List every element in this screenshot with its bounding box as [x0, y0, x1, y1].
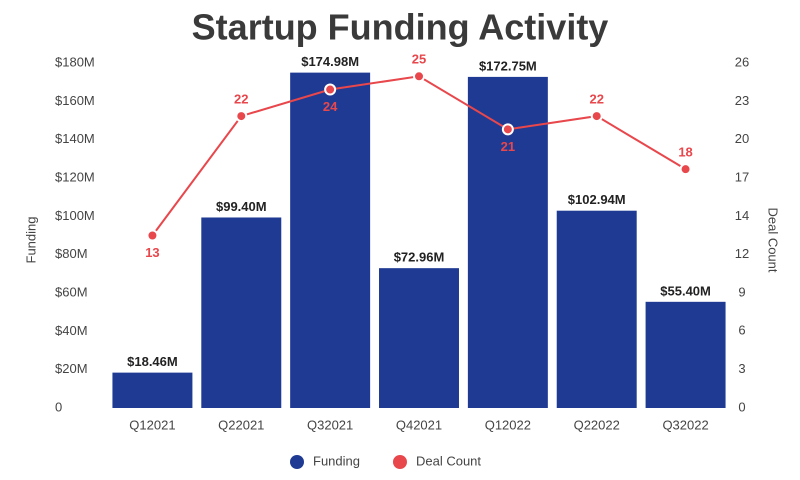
y-axis-title: Funding [23, 217, 38, 264]
y2-tick-label: 23 [735, 93, 749, 108]
y-tick-label: $160M [55, 93, 95, 108]
line-marker [590, 110, 603, 123]
y2-tick-label: 20 [735, 131, 749, 146]
bar-value-label: $172.75M [479, 58, 537, 73]
y2-axis-title: Deal Count [766, 207, 781, 272]
x-tick-label: Q12021 [129, 417, 175, 432]
legend-swatch [290, 455, 304, 469]
line-value-label: 22 [234, 92, 248, 107]
y-tick-label: $140M [55, 131, 95, 146]
x-tick-label: Q22022 [574, 417, 620, 432]
y2-tick-label: 3 [738, 361, 745, 376]
y-tick-label: $60M [55, 284, 88, 299]
line-marker [413, 70, 425, 83]
line-marker [324, 83, 337, 96]
bar [290, 72, 371, 408]
bar [645, 301, 726, 408]
x-tick-label: Q22021 [218, 417, 264, 432]
y2-tick-label: 17 [735, 169, 749, 184]
line-marker [146, 229, 159, 242]
bar [201, 217, 282, 408]
y-tick-label: 0 [55, 399, 62, 414]
bar [112, 372, 193, 408]
y-tick-label: $100M [55, 208, 95, 223]
bar-value-label: $18.46M [127, 354, 178, 369]
legend-swatch [392, 455, 407, 469]
bar-value-label: $174.98M [301, 54, 359, 69]
y2-tick-label: 14 [735, 208, 749, 223]
line-value-label: 21 [501, 139, 515, 154]
y-tick-label: $80M [55, 246, 88, 261]
line-marker [679, 163, 692, 176]
chart-title: Startup Funding Activity [192, 7, 609, 48]
y-tick-label: $120M [55, 169, 95, 184]
legend-label: Funding [313, 453, 360, 468]
y2-tick-label: 9 [738, 284, 745, 299]
x-tick-label: Q42021 [396, 417, 442, 432]
line-value-label: 13 [145, 245, 159, 260]
bar-value-label: $72.96M [394, 250, 445, 265]
line-value-label: 25 [412, 52, 426, 67]
bar-value-label: $55.40M [660, 283, 711, 298]
x-tick-label: Q12022 [485, 417, 531, 432]
bar-value-label: $99.40M [216, 199, 267, 214]
y2-tick-label: 0 [738, 399, 745, 414]
line-value-label: 18 [678, 145, 692, 160]
x-tick-label: Q32022 [662, 417, 708, 432]
line-value-label: 24 [323, 99, 338, 114]
y-tick-label: $20M [55, 361, 88, 376]
line-value-label: 22 [589, 92, 603, 107]
y2-tick-label: 12 [735, 246, 749, 261]
line-marker [501, 123, 514, 136]
y-tick-label: $180M [55, 54, 95, 69]
y2-tick-label: 6 [738, 323, 745, 338]
x-tick-label: Q32021 [307, 417, 353, 432]
line-marker [235, 110, 248, 123]
y2-tick-label: 26 [735, 54, 749, 69]
bar-value-label: $102.94M [568, 192, 626, 207]
legend-label: Deal Count [416, 453, 481, 468]
bar [379, 268, 459, 408]
bar [556, 210, 637, 408]
y-tick-label: $40M [55, 323, 88, 338]
